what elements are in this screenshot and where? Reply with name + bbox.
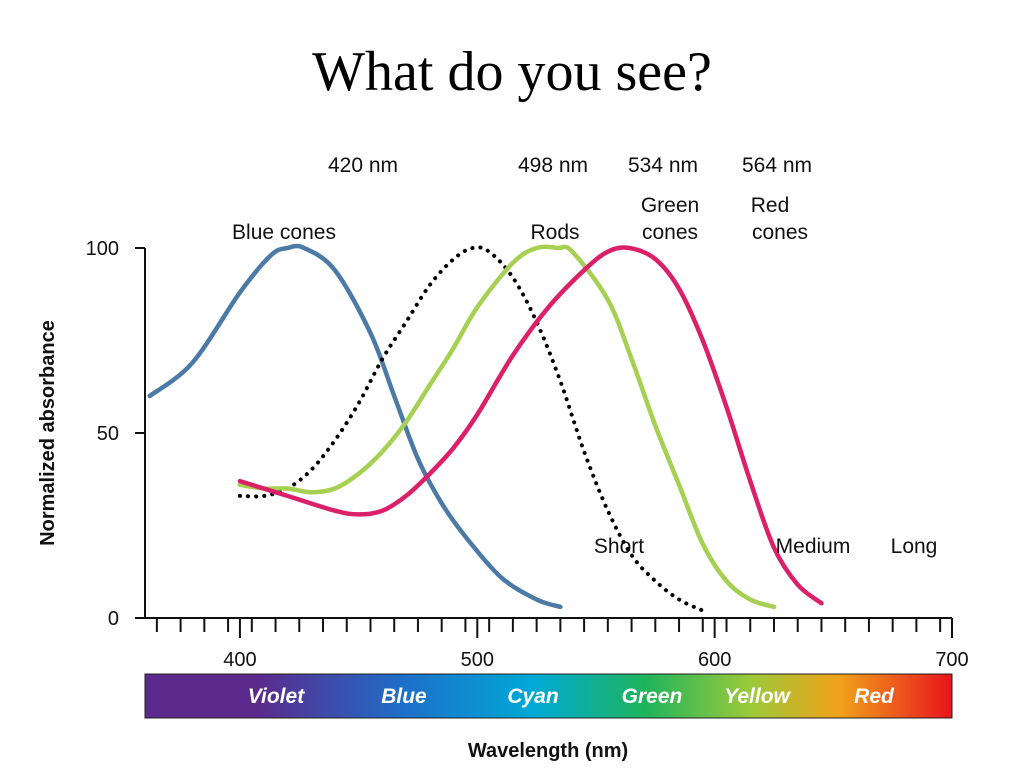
slide-title: What do you see? [312, 41, 712, 103]
series-label-rods: Rods [530, 221, 579, 244]
series-label-green-cones: Green [641, 194, 699, 217]
series-green-cones [237, 244, 777, 610]
x-tick-label: 400 [223, 649, 256, 671]
series-label-red-cones: Red [751, 194, 790, 217]
spectrum-label: Red [854, 685, 895, 708]
y-tick-label: 50 [97, 423, 119, 445]
x-tick-label: 600 [698, 649, 731, 671]
series-rods [237, 245, 705, 613]
spectrum-band: Violet Blue Cyan Green Yellow Red Wavelength (… [144, 673, 953, 762]
peak-label: 420 nm [328, 154, 398, 177]
series-sublabel: Short [594, 535, 644, 558]
series-label-green-cones: cones [642, 221, 698, 244]
spectrum-label: Blue [381, 685, 427, 708]
y-axis-title: Normalized absorbance [37, 320, 59, 546]
peak-label: 564 nm [742, 154, 812, 177]
series-sublabel: Long [891, 535, 938, 558]
x-axis-title: Wavelength (nm) [468, 740, 628, 762]
y-tick-label: 0 [108, 608, 119, 630]
chart-labels: 420 nm 498 nm 534 nm 564 nm Blue cones Rods Gr… [232, 154, 937, 558]
peak-label: 498 nm [518, 154, 588, 177]
series-red-cones [237, 245, 824, 606]
x-tick-label: 500 [461, 649, 494, 671]
spectrum-label: Cyan [507, 685, 558, 708]
series-sublabel: Medium [776, 535, 851, 558]
spectrum-label: Violet [248, 685, 305, 708]
chart-axes: 0 50 100 400 500 600 700 Normalized absorbance [37, 238, 969, 671]
series-label-red-cones: cones [752, 221, 808, 244]
spectrum-label: Yellow [724, 685, 791, 708]
x-tick-label: 700 [935, 649, 968, 671]
peak-label: 534 nm [628, 154, 698, 177]
spectrum-gradient [144, 673, 953, 719]
y-tick-label: 100 [86, 238, 119, 260]
chart-curves [147, 243, 824, 613]
series-label-blue-cones: Blue cones [232, 221, 336, 244]
series-blue-cones [147, 243, 563, 610]
spectrum-label: Green [622, 685, 683, 708]
